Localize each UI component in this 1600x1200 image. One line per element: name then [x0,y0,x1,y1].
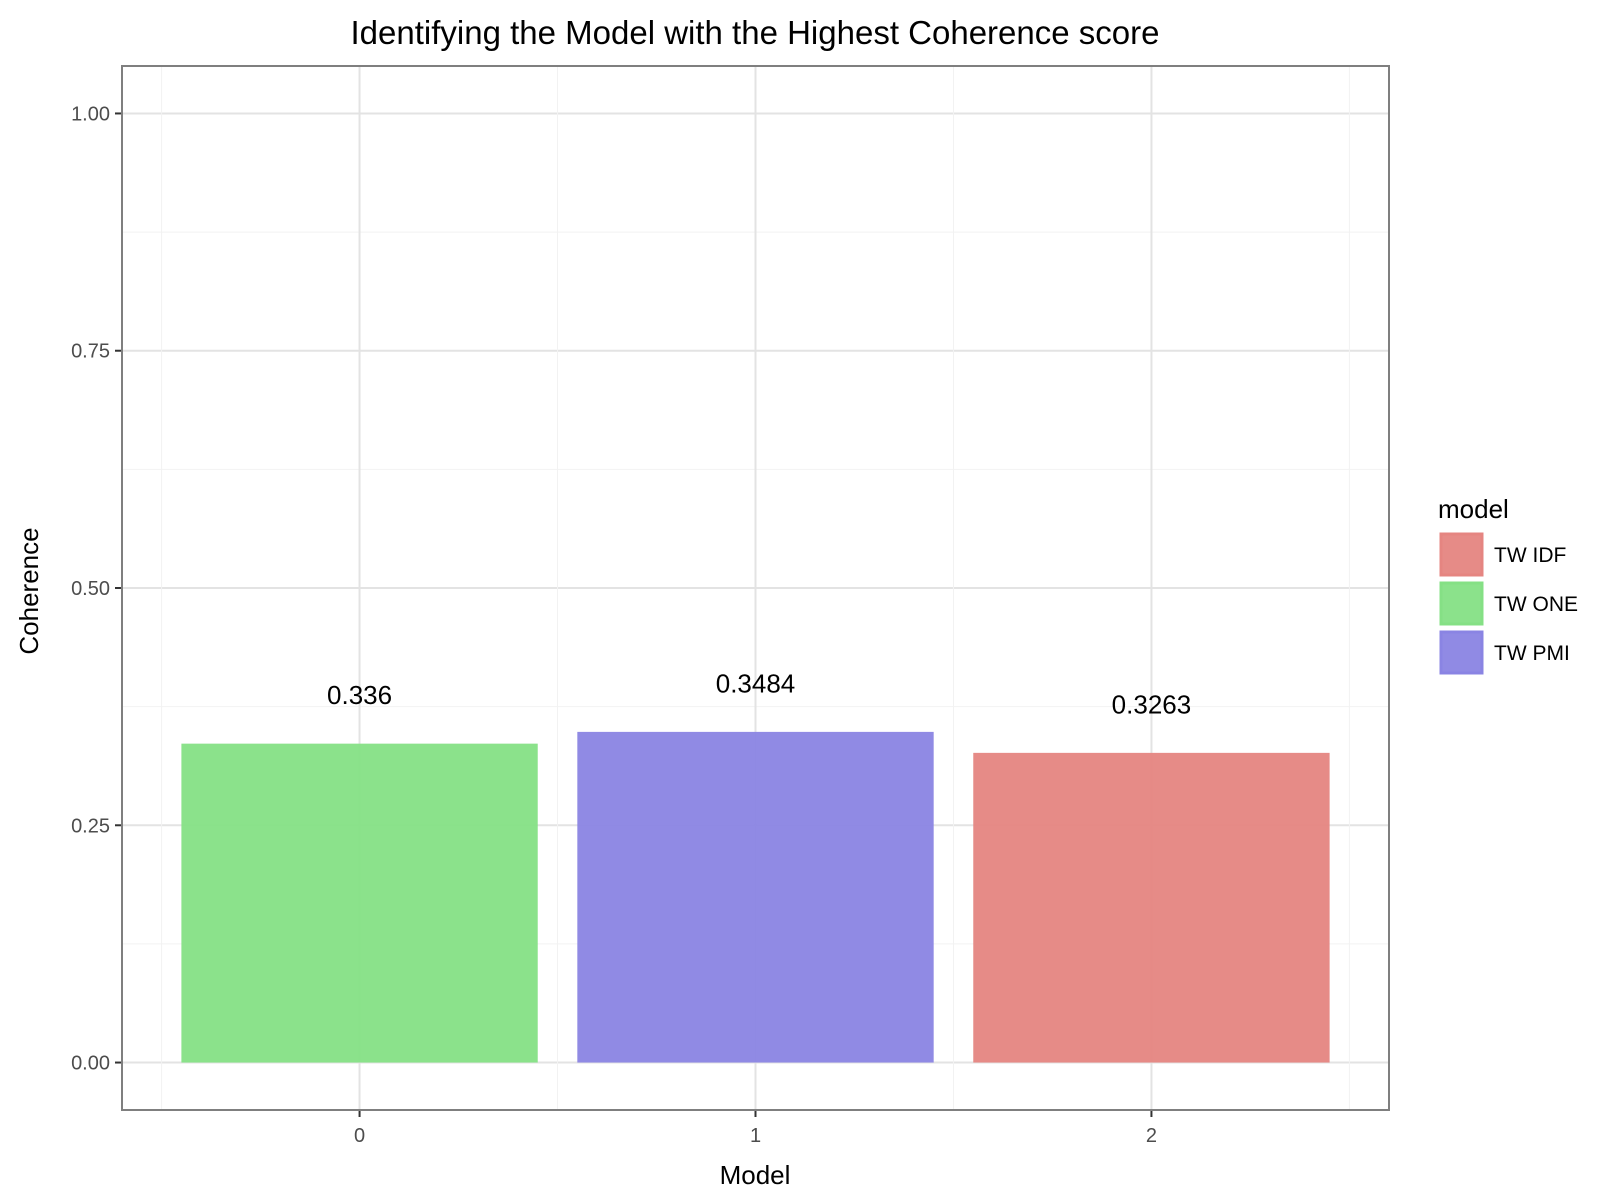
legend-key-2 [1439,630,1484,675]
legend-label: TW ONE [1494,593,1578,616]
x-axis: 0 1 2 [354,1110,1157,1147]
y-tick-label: 0.75 [71,341,110,363]
data-label-1: 0.3484 [716,668,796,698]
bar-0 [181,743,538,1063]
legend-key-0 [1439,532,1484,577]
legend-label: TW IDF [1494,544,1566,567]
data-label-2: 0.3263 [1112,689,1192,719]
x-axis-title: Model [720,1160,791,1190]
data-label-0: 0.336 [327,680,392,710]
x-tick-label: 1 [750,1125,761,1147]
y-axis-title: Coherence [14,527,44,654]
y-tick-label: 1.00 [71,103,110,125]
legend-label: TW PMI [1494,642,1570,665]
y-tick-label: 0.00 [71,1053,110,1075]
x-tick-label: 2 [1146,1125,1157,1147]
legend: model TW IDF TW ONE TW PMI [1438,494,1578,675]
x-tick-label: 0 [354,1125,365,1147]
y-axis: 0.00 0.25 0.50 0.75 1.00 [71,103,122,1075]
bars [181,731,1330,1063]
bar-2 [973,752,1330,1063]
y-tick-label: 0.50 [71,578,110,600]
y-tick-label: 0.25 [71,815,110,837]
plot-border [121,65,1390,1111]
bar-1 [577,731,934,1063]
data-labels: 0.336 0.3484 0.3263 [327,668,1191,719]
chart-title: Identifying the Model with the Highest C… [351,14,1160,51]
legend-key-1 [1439,581,1484,626]
legend-title: model [1438,494,1509,524]
